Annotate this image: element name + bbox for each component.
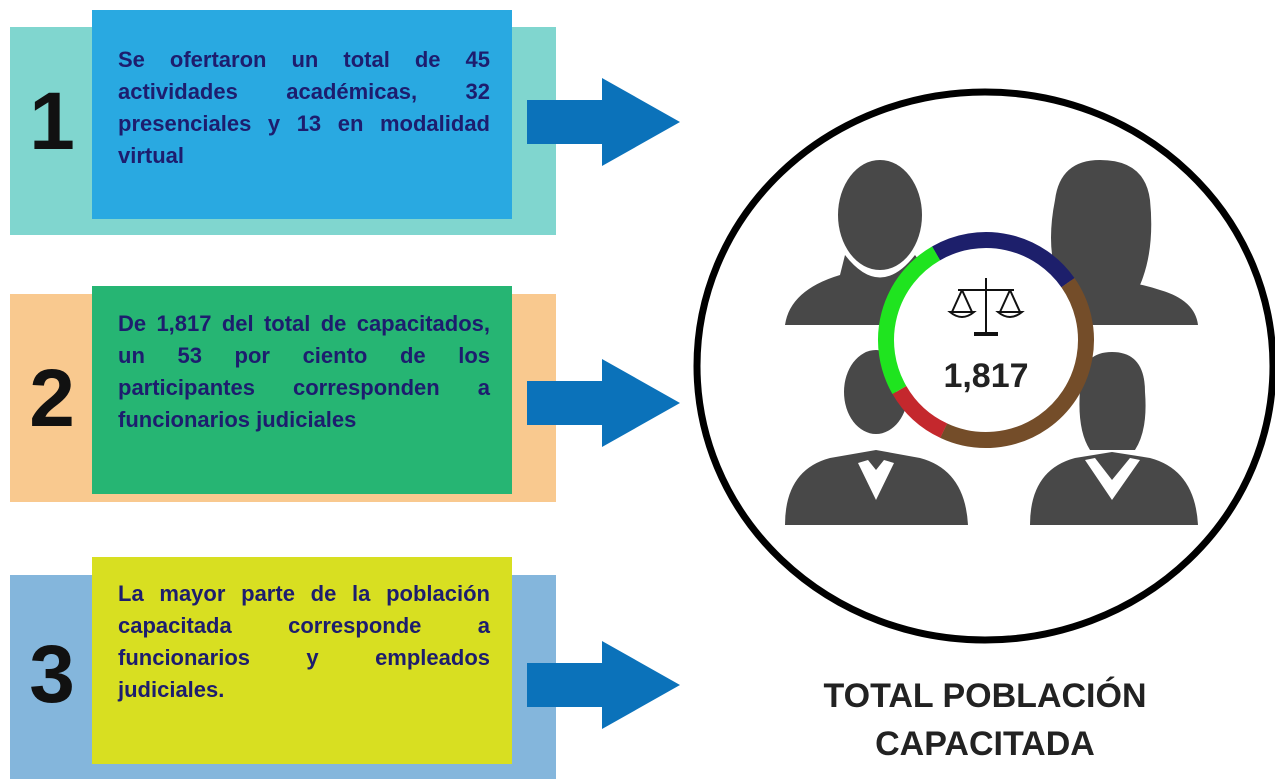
step-text: Se ofertaron un total de 45 actividades … (118, 44, 490, 172)
step-number: 1 (12, 75, 92, 169)
step-number: 3 (12, 628, 92, 722)
step-text: De 1,817 del total de capacitados, un 53… (118, 308, 490, 436)
caption: TOTAL POBLACIÓN CAPACITADA (815, 672, 1155, 768)
step-text: La mayor parte de la población capacitad… (118, 578, 490, 706)
step-number: 2 (12, 352, 92, 446)
page: 1,817 1 Se ofertaron un total de 45 acti… (0, 0, 1275, 782)
center-value: 1,817 (943, 357, 1028, 395)
